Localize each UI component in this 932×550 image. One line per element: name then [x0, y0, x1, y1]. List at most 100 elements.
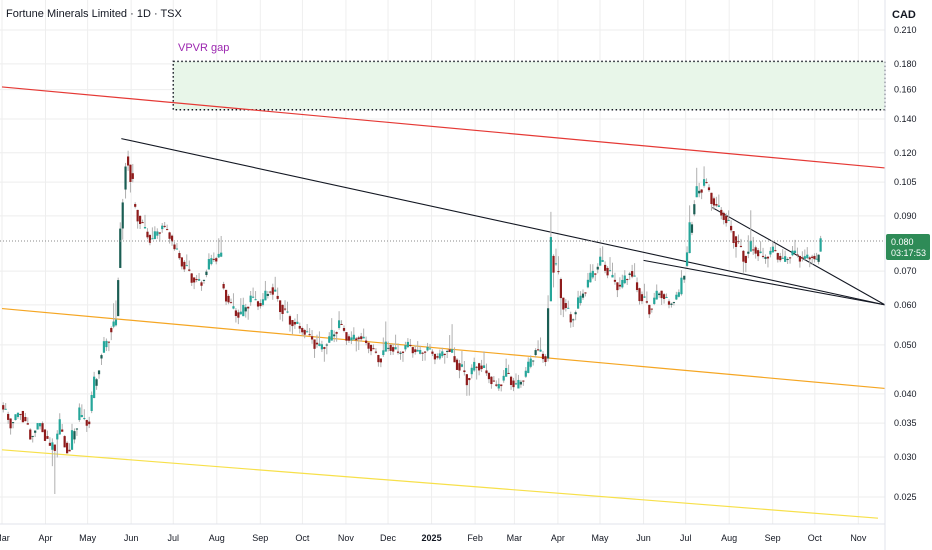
candle-body[interactable]: [222, 283, 225, 289]
candle-body[interactable]: [4, 408, 7, 410]
candle-body[interactable]: [569, 314, 572, 323]
candle-body[interactable]: [394, 347, 397, 350]
candle-body[interactable]: [369, 344, 373, 352]
candle-body[interactable]: [134, 204, 137, 207]
candle-body[interactable]: [75, 428, 79, 430]
candle-body[interactable]: [616, 282, 619, 291]
candle-body[interactable]: [572, 319, 575, 321]
candle-body[interactable]: [500, 384, 503, 387]
candle-body[interactable]: [291, 320, 294, 327]
candle-body[interactable]: [492, 380, 495, 382]
candle-body[interactable]: [14, 414, 17, 421]
candle-body[interactable]: [139, 215, 142, 225]
candle-body[interactable]: [254, 299, 257, 301]
candle-body[interactable]: [183, 261, 186, 270]
candle-body[interactable]: [107, 341, 110, 343]
trend-line-red[interactable]: [1, 86, 886, 169]
candle-body[interactable]: [119, 228, 122, 268]
candle-body[interactable]: [589, 272, 592, 283]
candle-body[interactable]: [261, 299, 265, 305]
candle-body[interactable]: [328, 336, 331, 343]
candle-body[interactable]: [227, 295, 230, 303]
candle-body[interactable]: [384, 341, 387, 352]
candle-body[interactable]: [367, 342, 370, 349]
candle-body[interactable]: [433, 353, 437, 360]
candle-body[interactable]: [43, 429, 47, 441]
candle-body[interactable]: [73, 431, 76, 440]
candle-body[interactable]: [350, 337, 353, 341]
candle-body[interactable]: [396, 351, 400, 353]
candle-body[interactable]: [195, 279, 198, 281]
candle-body[interactable]: [801, 257, 804, 259]
candle-body[interactable]: [170, 235, 174, 242]
candle-body[interactable]: [693, 204, 696, 215]
candle-body[interactable]: [438, 353, 441, 359]
candle-body[interactable]: [362, 336, 365, 339]
candle-body[interactable]: [507, 372, 510, 374]
candle-body[interactable]: [143, 227, 147, 229]
candle-body[interactable]: [813, 255, 816, 260]
candle-body[interactable]: [401, 351, 405, 353]
candle-body[interactable]: [458, 363, 461, 371]
candle-body[interactable]: [212, 258, 215, 260]
candle-body[interactable]: [131, 173, 134, 179]
candle-body[interactable]: [90, 395, 93, 411]
candle-body[interactable]: [426, 346, 429, 351]
candle-body[interactable]: [640, 294, 644, 302]
candle-body[interactable]: [448, 349, 451, 353]
candle-body[interactable]: [63, 436, 66, 448]
candle-body[interactable]: [793, 250, 797, 254]
candle-body[interactable]: [720, 209, 723, 216]
candle-body[interactable]: [567, 307, 570, 309]
candle-body[interactable]: [205, 271, 208, 276]
candle-body[interactable]: [423, 351, 427, 353]
candle-body[interactable]: [744, 255, 747, 263]
candle-body[interactable]: [242, 304, 245, 317]
candle-body[interactable]: [662, 294, 666, 299]
candle-body[interactable]: [355, 338, 358, 341]
candle-body[interactable]: [771, 246, 774, 253]
candle-body[interactable]: [675, 294, 678, 300]
candle-body[interactable]: [36, 423, 39, 430]
candle-body[interactable]: [264, 290, 267, 301]
candle-body[interactable]: [532, 360, 535, 362]
candle-body[interactable]: [534, 350, 537, 356]
candle-body[interactable]: [24, 416, 27, 422]
candle-body[interactable]: [539, 349, 542, 352]
candle-body[interactable]: [455, 359, 459, 370]
candle-body[interactable]: [776, 253, 779, 260]
candle-body[interactable]: [514, 383, 518, 385]
candle-body[interactable]: [66, 442, 69, 454]
candle-body[interactable]: [712, 198, 716, 206]
candle-body[interactable]: [416, 349, 419, 352]
candle-body[interactable]: [239, 311, 242, 315]
candle-body[interactable]: [803, 256, 806, 259]
candle-body[interactable]: [594, 273, 597, 275]
candle-body[interactable]: [517, 379, 520, 389]
candle-body[interactable]: [749, 240, 752, 252]
candle-body[interactable]: [739, 245, 743, 247]
candle-body[interactable]: [301, 328, 304, 333]
candle-body[interactable]: [497, 383, 500, 389]
candle-body[interactable]: [247, 306, 250, 309]
trend-line-orange[interactable]: [1, 307, 886, 390]
candle-body[interactable]: [544, 356, 547, 363]
candle-body[interactable]: [224, 289, 228, 302]
candle-body[interactable]: [815, 258, 818, 260]
candle-body[interactable]: [58, 419, 61, 435]
candle-body[interactable]: [819, 238, 822, 252]
candle-body[interactable]: [168, 232, 171, 239]
candle-body[interactable]: [527, 361, 530, 373]
candle-body[interactable]: [372, 348, 375, 350]
candle-body[interactable]: [2, 405, 5, 410]
candle-body[interactable]: [635, 282, 639, 291]
candle-body[interactable]: [136, 209, 139, 222]
candle-body[interactable]: [124, 166, 127, 190]
candle-body[interactable]: [552, 255, 555, 273]
candle-body[interactable]: [237, 312, 240, 318]
candle-body[interactable]: [606, 267, 609, 276]
candle-body[interactable]: [769, 250, 772, 255]
candle-body[interactable]: [156, 231, 159, 236]
candle-body[interactable]: [31, 435, 34, 437]
candle-body[interactable]: [549, 237, 552, 302]
